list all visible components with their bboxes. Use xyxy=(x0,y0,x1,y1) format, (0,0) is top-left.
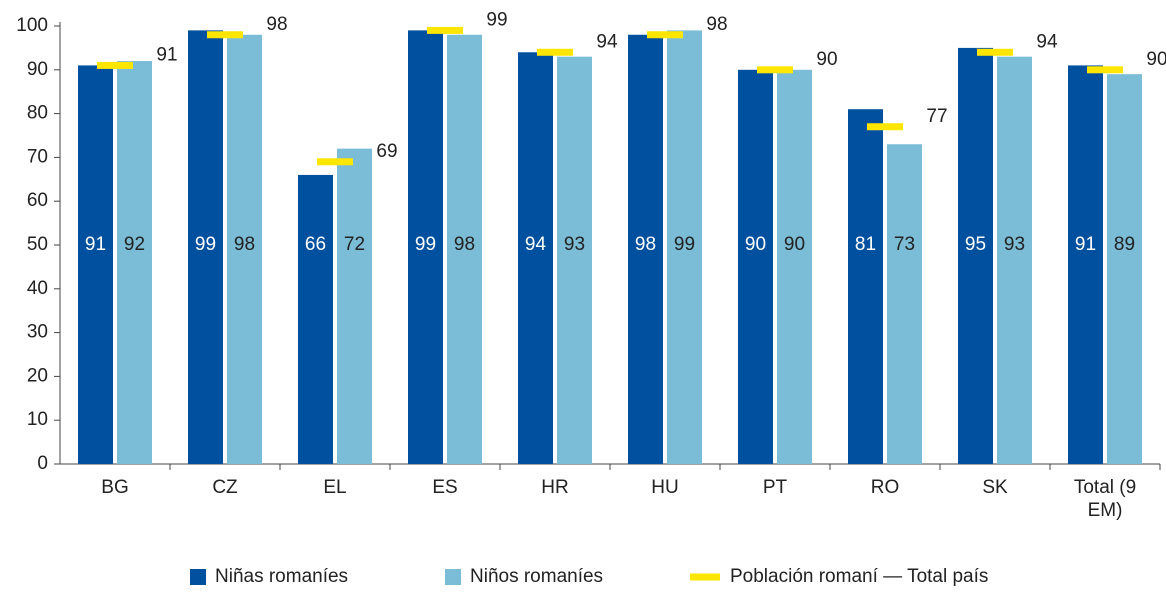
data-label: 94 xyxy=(525,234,547,255)
y-tick-label: 50 xyxy=(27,234,48,255)
bar xyxy=(667,30,702,464)
marker xyxy=(317,158,353,166)
marker xyxy=(427,26,463,34)
data-label: 95 xyxy=(965,234,986,255)
data-label: 89 xyxy=(1114,234,1135,255)
y-tick-label: 40 xyxy=(27,278,48,299)
data-label: 90 xyxy=(1146,49,1166,70)
data-label: 93 xyxy=(1004,234,1025,255)
y-tick-label: 30 xyxy=(27,322,48,343)
x-tick-label: BG xyxy=(101,477,129,498)
bar xyxy=(958,47,993,465)
legend-label: Población romaní — Total país xyxy=(730,566,988,587)
y-tick-label: 0 xyxy=(37,453,48,474)
x-tick-label: EL xyxy=(323,477,347,498)
y-tick-label: 100 xyxy=(16,15,48,36)
bar xyxy=(738,69,773,465)
data-label: 77 xyxy=(926,106,947,127)
y-tick-label: 90 xyxy=(27,59,48,80)
data-label: 94 xyxy=(1036,31,1058,52)
data-label: 98 xyxy=(266,14,287,35)
x-tick-label: SK xyxy=(982,477,1008,498)
bar xyxy=(848,109,883,464)
marker xyxy=(647,31,683,39)
bar xyxy=(408,30,443,464)
data-label: 81 xyxy=(855,234,876,255)
marker xyxy=(977,48,1013,56)
y-tick-label: 10 xyxy=(27,409,48,430)
data-label: 98 xyxy=(635,234,656,255)
y-tick-label: 20 xyxy=(27,365,48,386)
bar xyxy=(1068,65,1103,465)
y-tick-label: 70 xyxy=(27,146,48,167)
bar xyxy=(298,174,333,465)
data-label: 98 xyxy=(454,234,475,255)
data-label: 91 xyxy=(156,44,177,65)
data-label: 99 xyxy=(486,9,507,30)
data-label: 99 xyxy=(195,234,216,255)
data-label: 98 xyxy=(706,14,727,35)
bar xyxy=(78,65,113,465)
bar xyxy=(227,34,262,464)
x-tick-label: Total (9 EM) xyxy=(1073,477,1137,521)
data-label: 91 xyxy=(85,234,106,255)
data-label: 94 xyxy=(596,31,618,52)
legend-label: Niñas romaníes xyxy=(215,566,348,587)
data-label: 91 xyxy=(1075,234,1096,255)
marker xyxy=(537,48,573,56)
data-label: 93 xyxy=(564,234,585,255)
data-label: 66 xyxy=(305,234,326,255)
x-tick-label: HR xyxy=(541,477,569,498)
data-label: 98 xyxy=(234,234,255,255)
x-tick-label: PT xyxy=(762,477,788,498)
marker xyxy=(207,31,243,39)
bar xyxy=(337,148,372,464)
data-label: 72 xyxy=(344,234,365,255)
legend-swatch xyxy=(445,569,461,585)
data-label: 73 xyxy=(894,234,915,255)
bar xyxy=(628,34,663,464)
bar xyxy=(997,56,1032,464)
y-tick-label: 80 xyxy=(27,103,48,124)
data-label: 90 xyxy=(784,234,805,255)
bar xyxy=(887,144,922,464)
x-tick-label: CZ xyxy=(212,477,238,498)
data-label: 90 xyxy=(745,234,766,255)
x-tick-label: HU xyxy=(651,477,679,498)
bar xyxy=(777,69,812,465)
legend-swatch xyxy=(190,569,206,585)
data-label: 99 xyxy=(674,234,695,255)
data-label: 92 xyxy=(124,234,145,255)
legend-swatch xyxy=(690,573,720,581)
data-label: 90 xyxy=(816,49,837,70)
y-tick-label: 60 xyxy=(27,190,48,211)
marker xyxy=(757,66,793,74)
data-label: 69 xyxy=(376,141,397,162)
bar xyxy=(188,30,223,464)
bar xyxy=(518,52,553,464)
marker xyxy=(97,61,133,69)
bar xyxy=(447,34,482,464)
data-label: 99 xyxy=(415,234,436,255)
marker xyxy=(1087,66,1123,74)
bar xyxy=(557,56,592,464)
bar xyxy=(117,61,152,464)
x-tick-label: ES xyxy=(432,477,458,498)
marker xyxy=(867,123,903,131)
x-tick-label: RO xyxy=(870,477,900,498)
bar xyxy=(1107,74,1142,465)
legend-label: Niños romaníes xyxy=(470,566,603,587)
